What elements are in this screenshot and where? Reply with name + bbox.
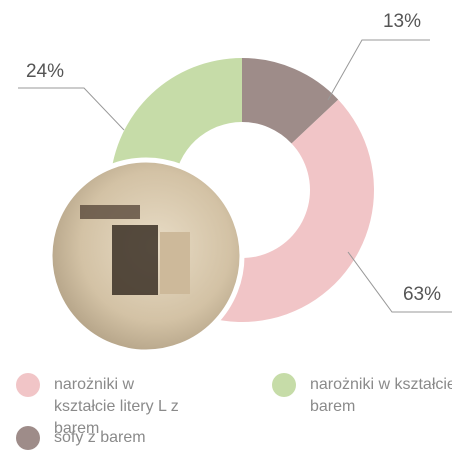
callout-line	[328, 40, 430, 100]
legend-marker	[16, 373, 40, 397]
legend-marker	[272, 373, 296, 397]
photo	[50, 160, 242, 352]
legend-item: sofy z barem	[16, 427, 216, 450]
value-label: 24%	[26, 61, 64, 82]
legend-label: narożniki w kształcie litery U z barem	[310, 374, 452, 418]
legend-item: narożniki w kształcie litery U z barem	[272, 374, 452, 418]
callout-line	[18, 88, 124, 130]
legend-marker	[16, 426, 40, 450]
value-label: 63%	[403, 284, 441, 305]
page: 13%63%24% narożniki w kształcie litery L…	[0, 0, 452, 452]
value-label: 13%	[383, 11, 421, 32]
legend-label: sofy z barem	[54, 427, 146, 449]
